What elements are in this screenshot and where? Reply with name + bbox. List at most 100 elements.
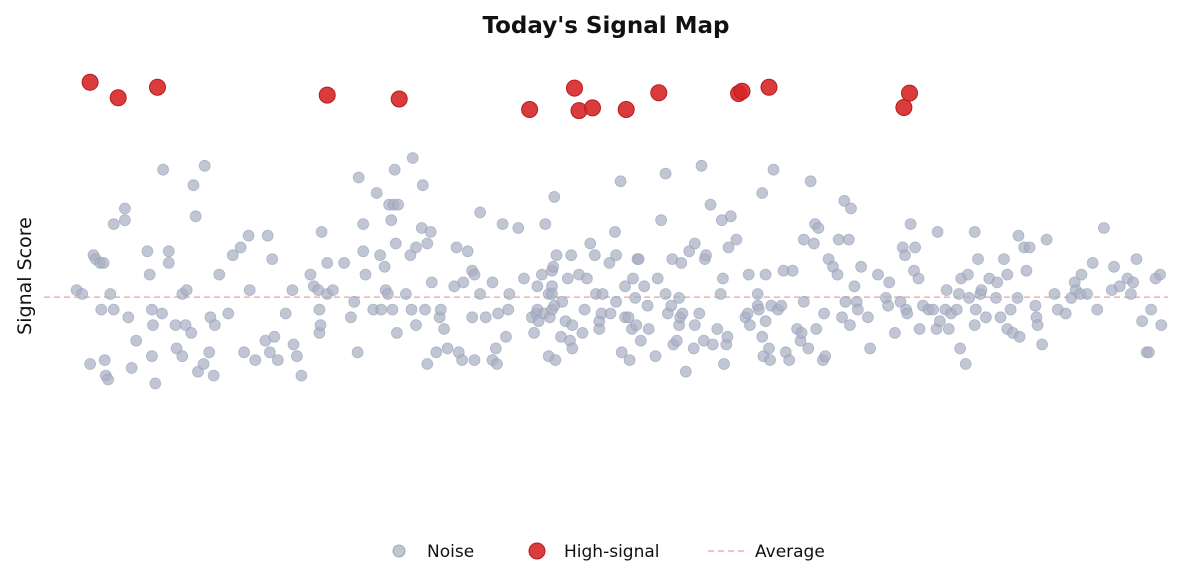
noise-point	[1091, 303, 1104, 316]
noise-point	[1155, 319, 1168, 332]
noise-point	[933, 315, 946, 328]
high-signal-point	[318, 86, 336, 104]
noise-point	[500, 330, 512, 343]
noise-point	[287, 338, 300, 351]
noise-point	[389, 237, 402, 250]
noise-point	[1031, 319, 1044, 332]
legend-noise-label: Noise	[427, 542, 474, 562]
noise-point	[596, 288, 609, 300]
noise-point	[279, 307, 292, 320]
noise-point	[687, 342, 700, 355]
noise-point	[162, 256, 175, 269]
noise-point	[1130, 253, 1143, 266]
noise-point	[632, 253, 645, 266]
noise-point	[584, 237, 597, 250]
noise-point	[831, 268, 844, 281]
noise-point	[466, 311, 479, 324]
noise-point	[912, 272, 925, 285]
noise-point	[655, 214, 667, 227]
noise-point	[238, 346, 251, 359]
noise-point	[1029, 299, 1042, 312]
noise-point	[119, 214, 131, 227]
noise-point	[1154, 268, 1166, 281]
noise-point	[421, 358, 434, 370]
noise-point	[198, 159, 211, 172]
noise-point	[145, 350, 158, 363]
noise-point	[474, 288, 487, 300]
noise-point	[795, 326, 808, 339]
noise-point	[104, 288, 117, 300]
noise-point	[242, 229, 255, 242]
noise-point	[1125, 288, 1137, 300]
noise-point	[286, 284, 299, 297]
noise-point	[630, 319, 643, 332]
noise-point	[603, 256, 616, 269]
noise-point	[872, 268, 884, 281]
noise-point	[968, 225, 981, 238]
noise-point	[693, 307, 706, 320]
noise-point	[775, 299, 788, 312]
noise-point	[679, 365, 692, 378]
noise-point	[461, 245, 474, 258]
noise-point	[832, 233, 845, 246]
noise-point	[808, 237, 820, 250]
noise-point	[410, 319, 422, 332]
noise-point	[968, 319, 981, 332]
noise-point	[1081, 288, 1093, 300]
noise-point	[502, 303, 515, 316]
high-signal-point	[895, 99, 913, 116]
noise-point	[479, 311, 492, 324]
noise-point	[1020, 264, 1033, 277]
noise-point	[730, 233, 743, 246]
noise-point	[406, 152, 419, 164]
noise-point	[706, 338, 719, 351]
high-signal-point	[584, 99, 601, 117]
noise-point	[1145, 303, 1157, 316]
noise-point	[1004, 303, 1017, 316]
noise-point	[1108, 260, 1120, 273]
chart-title: Today's Signal Map	[482, 13, 729, 39]
noise-point	[969, 303, 982, 316]
noise-point	[899, 249, 911, 262]
noise-point	[203, 346, 216, 359]
noise-point	[321, 256, 334, 269]
noise-point	[95, 303, 108, 316]
noise-point	[972, 253, 984, 266]
legend-high-signal-label: High-signal	[564, 542, 660, 562]
noise-point	[556, 295, 569, 308]
noise-point	[314, 319, 327, 332]
noise-point	[157, 163, 170, 176]
noise-point	[107, 303, 120, 316]
noise-point	[266, 253, 279, 266]
noise-point	[627, 272, 639, 285]
noise-point	[378, 260, 391, 273]
noise-point	[610, 249, 622, 262]
noise-point	[97, 256, 110, 269]
noise-point	[851, 303, 864, 316]
noise-point	[370, 187, 383, 199]
noise-point	[1048, 288, 1061, 300]
noise-point	[975, 284, 988, 297]
noise-point	[424, 225, 437, 238]
noise-point	[688, 237, 701, 250]
noise-point	[578, 303, 591, 316]
noise-point	[721, 330, 734, 343]
noise-point	[649, 350, 662, 363]
noise-point	[963, 291, 975, 304]
noise-point	[862, 311, 874, 324]
noise-point	[1075, 268, 1088, 281]
noise-point	[1127, 276, 1140, 289]
noise-point	[141, 245, 154, 258]
noise-point	[783, 354, 796, 367]
high-signal-point	[617, 101, 635, 118]
noise-point	[261, 229, 274, 242]
noise-point	[659, 167, 672, 180]
high-signal-point	[901, 84, 918, 102]
noise-point	[1012, 229, 1025, 242]
high-signal-point	[390, 90, 408, 108]
high-signal-point	[760, 78, 778, 96]
noise-point	[711, 323, 724, 335]
noise-point	[392, 198, 405, 211]
noise-point	[904, 218, 917, 231]
